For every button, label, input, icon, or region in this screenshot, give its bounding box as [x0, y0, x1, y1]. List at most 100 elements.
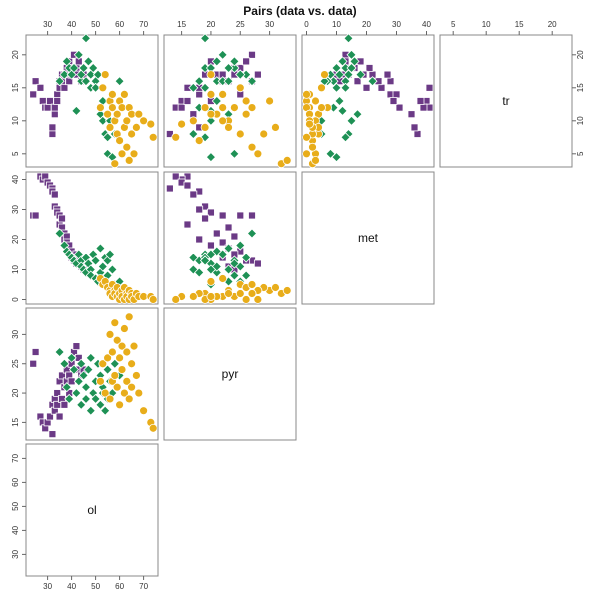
y-tick-label: 15: [576, 83, 585, 92]
data-point: [247, 103, 257, 112]
data-point: [217, 49, 228, 60]
data-point: [189, 190, 198, 199]
data-point: [389, 97, 398, 105]
data-point: [98, 83, 108, 93]
data-point: [108, 347, 117, 357]
data-point: [217, 249, 228, 260]
data-point: [103, 109, 112, 119]
data-point: [54, 76, 65, 87]
data-point: [343, 69, 354, 80]
data-point: [308, 142, 317, 152]
data-point: [43, 103, 52, 112]
data-point: [80, 33, 92, 44]
data-point: [50, 110, 59, 119]
data-point: [334, 69, 345, 80]
y-tick-label: 30: [11, 549, 20, 558]
data-point: [247, 289, 257, 298]
panel-met-vs-met: met: [301, 171, 435, 305]
data-point: [241, 96, 251, 106]
data-point: [223, 243, 234, 254]
variable-label-pyr: pyr: [222, 367, 239, 381]
x-tick-label: 60: [115, 582, 124, 591]
data-point: [253, 149, 263, 159]
x-tick-label: 10: [482, 20, 491, 29]
data-point: [117, 149, 127, 159]
data-point: [259, 129, 269, 139]
data-point: [139, 116, 149, 126]
data-point: [85, 352, 96, 363]
x-tick-label: 30: [43, 20, 52, 29]
data-point: [242, 57, 251, 66]
data-point: [115, 136, 124, 146]
y-tick-label: 15: [11, 417, 20, 426]
x-tick-label: 50: [91, 20, 100, 29]
data-point: [362, 83, 371, 92]
data-point: [131, 371, 141, 380]
data-point: [115, 400, 124, 410]
data-point: [102, 132, 113, 143]
data-point: [46, 97, 54, 105]
data-point: [58, 214, 66, 223]
data-point: [83, 364, 94, 375]
panel-met-vs-ol: [25, 171, 159, 305]
data-point: [205, 115, 216, 126]
y-tick-label: 40: [11, 175, 20, 184]
data-point: [200, 82, 211, 93]
data-point: [46, 412, 54, 421]
data-point: [104, 249, 116, 260]
data-point: [105, 123, 115, 132]
panel-frame: [163, 307, 297, 441]
data-point: [229, 258, 240, 269]
data-point: [413, 130, 422, 138]
data-point: [122, 142, 132, 152]
data-point: [205, 264, 216, 275]
x-tick-label: 30: [392, 20, 401, 29]
data-point: [76, 399, 87, 410]
data-point: [271, 123, 280, 132]
data-point: [80, 393, 92, 404]
data-point: [352, 109, 363, 120]
data-point: [235, 129, 245, 139]
data-point: [236, 211, 245, 220]
data-point: [122, 376, 132, 386]
data-point: [218, 211, 227, 220]
y-tick-label: 20: [11, 50, 20, 59]
data-point: [120, 324, 129, 333]
data-point: [206, 70, 216, 79]
panel-pyr-vs-ol: [25, 307, 159, 441]
data-point: [302, 132, 311, 142]
data-point: [100, 388, 110, 398]
data-point: [218, 274, 228, 283]
data-point: [120, 388, 129, 398]
data-point: [112, 335, 122, 345]
data-point: [53, 90, 62, 99]
panel-frame: [25, 171, 159, 305]
data-point: [311, 155, 320, 165]
data-point: [171, 172, 180, 181]
data-point: [343, 33, 354, 44]
data-point: [206, 277, 216, 286]
data-point: [223, 264, 234, 275]
data-point: [392, 90, 401, 99]
x-tick-label: 20: [206, 20, 215, 29]
data-point: [53, 389, 62, 397]
data-point: [241, 295, 251, 304]
y-tick-label: 40: [11, 525, 20, 534]
variable-label-ol: ol: [87, 503, 96, 517]
data-point: [377, 83, 386, 92]
data-point: [105, 394, 115, 404]
data-point: [188, 82, 199, 93]
x-tick-label: 70: [139, 20, 148, 29]
data-point: [194, 136, 204, 146]
data-point: [88, 62, 99, 74]
x-tick-label: 5: [451, 20, 456, 29]
data-point: [224, 123, 233, 132]
data-point: [73, 376, 84, 387]
y-tick-label: 50: [11, 501, 20, 510]
data-point: [92, 69, 104, 80]
data-point: [50, 190, 59, 199]
data-point: [177, 119, 187, 129]
x-tick-label: 15: [515, 20, 524, 29]
data-point: [73, 49, 84, 60]
data-point: [224, 223, 233, 232]
